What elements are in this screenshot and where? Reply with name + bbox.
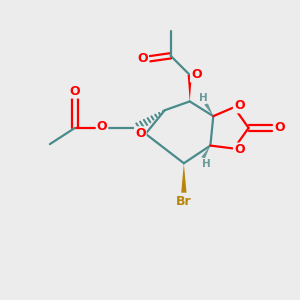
Text: O: O xyxy=(69,85,80,98)
Text: O: O xyxy=(97,120,107,133)
Text: H: H xyxy=(199,93,207,103)
Text: O: O xyxy=(135,127,146,140)
Polygon shape xyxy=(201,146,210,159)
Text: Br: Br xyxy=(176,195,192,208)
Text: O: O xyxy=(274,122,285,134)
Text: H: H xyxy=(202,159,211,169)
Polygon shape xyxy=(188,75,192,101)
Text: O: O xyxy=(234,99,244,112)
Text: O: O xyxy=(191,68,202,81)
Text: O: O xyxy=(234,143,244,157)
Polygon shape xyxy=(181,163,187,193)
Polygon shape xyxy=(204,103,213,116)
Text: O: O xyxy=(137,52,148,65)
